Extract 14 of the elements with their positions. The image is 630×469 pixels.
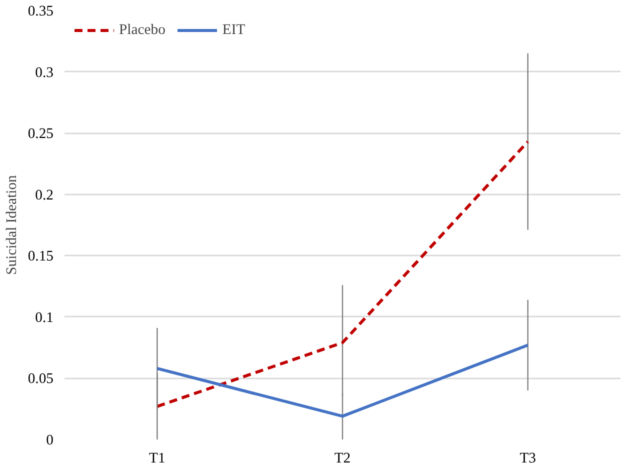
x-tick-label: T1 bbox=[149, 450, 166, 466]
y-tick-label: 0.35 bbox=[28, 4, 54, 20]
legend-label: EIT bbox=[222, 22, 246, 38]
x-tick-label: T2 bbox=[334, 450, 351, 466]
legend-label: Placebo bbox=[119, 22, 166, 38]
y-tick-label: 0 bbox=[46, 432, 54, 448]
y-tick-label: 0.05 bbox=[28, 371, 54, 388]
y-axis-title: Suicidal Ideation bbox=[4, 174, 20, 275]
y-tick-label: 0.15 bbox=[28, 248, 54, 265]
y-tick-label: 0.3 bbox=[35, 64, 54, 81]
y-tick-label: 0.1 bbox=[35, 310, 54, 326]
y-tick-label: 0.2 bbox=[35, 187, 54, 204]
x-tick-label: T3 bbox=[520, 450, 536, 466]
y-tick-label: 0.25 bbox=[28, 126, 54, 142]
